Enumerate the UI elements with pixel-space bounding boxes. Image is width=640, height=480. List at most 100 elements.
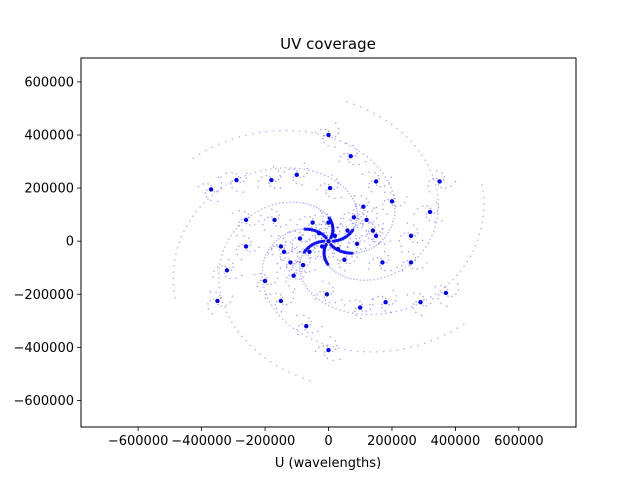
uv-point-faint <box>403 232 406 235</box>
uv-arm-point <box>172 271 175 273</box>
uv-point-faint <box>275 225 277 227</box>
uv-arm-point <box>254 348 256 351</box>
uv-point-faint <box>375 217 378 220</box>
uv-point-faint <box>265 293 267 296</box>
uv-point-faint <box>223 272 226 275</box>
uv-point-faint <box>286 265 288 268</box>
uv-point-faint <box>240 274 243 277</box>
uv-point-faint <box>231 212 234 214</box>
uv-arm-point <box>231 321 233 323</box>
uv-point-faint <box>342 217 345 220</box>
uv-point-faint <box>338 233 340 236</box>
uv-point-faint <box>355 250 358 253</box>
uv-point-faint <box>293 288 296 290</box>
uv-point-faint <box>267 216 269 218</box>
uv-point-faint <box>337 226 339 229</box>
uv-arm-point <box>396 127 398 130</box>
uv-arm-point <box>377 242 380 245</box>
uv-point-faint <box>337 182 340 185</box>
uv-arm-point <box>482 196 485 199</box>
uv-arm-point <box>299 272 302 275</box>
uv-point-faint <box>352 163 355 166</box>
uv-point-faint <box>327 241 329 244</box>
uv-point-faint <box>365 310 367 312</box>
uv-point-faint <box>389 240 392 243</box>
uv-point-faint <box>333 242 336 245</box>
uv-point-faint <box>425 216 428 219</box>
uv-point-faint <box>355 148 358 151</box>
uv-point-faint <box>217 176 220 179</box>
uv-point-faint <box>339 245 342 247</box>
uv-arm-point <box>390 186 392 189</box>
uv-point <box>373 233 379 239</box>
uv-point-faint <box>353 310 356 313</box>
uv-arm-point <box>397 270 400 273</box>
uv-arm-point <box>385 234 388 236</box>
uv-point-faint <box>441 172 443 174</box>
uv-point-faint <box>336 177 338 180</box>
uv-arm-point <box>410 305 413 308</box>
uv-point-faint <box>299 218 301 221</box>
uv-point <box>224 268 230 273</box>
uv-point-faint <box>440 302 442 304</box>
uv-arm-point <box>373 246 375 248</box>
uv-point-faint <box>293 271 296 274</box>
uv-arm-point <box>316 171 318 174</box>
uv-point <box>408 233 414 239</box>
uv-point-faint <box>443 175 445 178</box>
uv-point-faint <box>352 222 355 225</box>
uv-point-faint <box>316 330 319 333</box>
uv-point <box>326 132 331 138</box>
uv-point-faint <box>372 258 374 261</box>
uv-point-faint <box>428 219 431 222</box>
uv-point-faint <box>207 183 209 185</box>
y-axis-ticks: −600000 −400000 −200000 0 200000 400000 600000 <box>13 75 81 409</box>
uv-point-faint <box>340 196 343 199</box>
uv-point-faint <box>305 172 308 175</box>
uv-arm-point <box>423 342 426 345</box>
uv-point-faint <box>369 221 371 224</box>
uv-point-faint <box>326 345 328 348</box>
uv-point-faint <box>308 257 311 260</box>
uv-point-faint <box>298 251 301 253</box>
uv-point-faint <box>361 234 363 237</box>
uv-point-faint <box>270 283 272 286</box>
uv-arm-point <box>315 340 318 343</box>
uv-arm-point <box>219 258 222 261</box>
uv-point-faint <box>320 223 323 226</box>
uv-point-faint <box>231 295 234 298</box>
uv-point-faint <box>378 241 381 244</box>
uv-arm-point <box>390 123 393 126</box>
uv-point-faint <box>407 250 410 253</box>
uv-arm-point <box>302 250 306 254</box>
uv-point-faint <box>383 185 386 187</box>
uv-point-faint <box>291 246 294 248</box>
uv-point-faint <box>389 192 392 194</box>
uv-point-faint <box>412 303 415 305</box>
uv-arm-point <box>358 251 361 254</box>
uv-arm-point <box>310 204 313 207</box>
uv-arm-point <box>265 130 268 133</box>
uv-arm-point <box>261 272 263 275</box>
uv-point-faint <box>272 166 275 168</box>
uv-point <box>354 241 360 247</box>
uv-point-faint <box>446 288 449 291</box>
uv-point-faint <box>361 173 364 176</box>
uv-point-faint <box>347 241 350 244</box>
uv-arm-point <box>320 209 322 211</box>
uv-point-faint <box>294 247 296 250</box>
uv-point-faint <box>298 250 301 253</box>
uv-arm-point <box>295 374 297 377</box>
uv-arm-point <box>366 109 369 111</box>
uv-arm-point <box>224 246 226 248</box>
uv-point-faint <box>308 270 311 273</box>
uv-arm-point <box>267 205 270 208</box>
uv-point-faint <box>224 266 227 268</box>
uv-arm-point <box>264 357 267 359</box>
uv-arm-point <box>351 197 354 200</box>
uv-point-faint <box>282 237 285 240</box>
uv-point-faint <box>277 178 280 181</box>
uv-point-faint <box>309 216 311 218</box>
uv-arm-point <box>198 153 201 155</box>
uv-point-faint <box>440 291 443 294</box>
